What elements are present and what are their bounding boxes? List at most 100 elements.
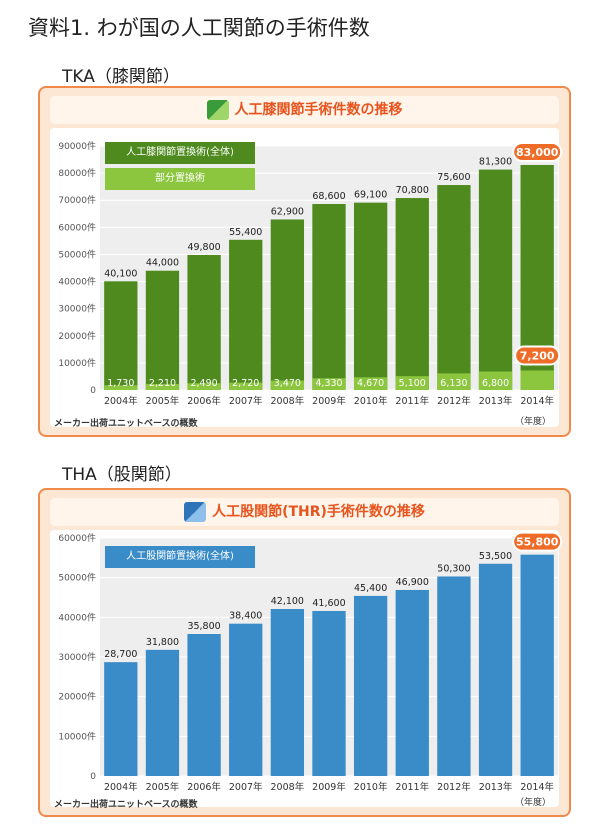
tka-bar-total [229,239,263,390]
tha-bar-total [312,610,346,776]
page-title: 資料1. わが国の人工関節の手術件数 [28,16,370,40]
tka-data-label-total: 69,100 [354,190,387,201]
tha-bar-total [104,662,138,776]
tka-bar-total [187,254,221,390]
tha-unit-note: （年度） [514,798,551,808]
tka-y-tick-label: 30000件 [58,303,96,315]
tka-bar-partial [229,382,263,390]
tka-data-label-partial: 5,100 [399,378,426,389]
tka-highlight-badge-partial [514,345,561,366]
tka-chart-svg: 0 10000件 20000件 30000件 40000件 50000件 60000件 700… [58,140,563,407]
tka-bar-total [104,281,138,390]
tha-bar-total [187,633,221,776]
tka-bar-partial [437,373,471,390]
tka-x-tick-label: 2006年 [187,395,221,407]
tha-data-label-total: 41,600 [312,598,345,609]
tha-data-label-total: 28,700 [104,649,137,660]
tha-bar-total [353,595,388,776]
tka-data-label-partial: 1,730 [107,378,134,389]
tha-data-label-total: 31,800 [146,637,179,648]
tka-legend-partial: 部分置換術 [105,168,255,190]
tka-chart-panel: 人工膝関節手術件数の推移 0 10000件 20000件 30000件 40000件 50… [38,86,571,437]
tka-data-label-partial: 6,130 [440,378,467,389]
tka-y-tick-label: 70000件 [58,194,96,206]
tka-x-tick-label: 2004年 [104,395,138,407]
tka-x-tick-label: 2011年 [395,395,429,407]
tha-chart-title: 人工股関節(THR)手術件数の推移 [50,498,559,526]
tka-bar-total [395,198,429,390]
tha-x-tick-label: 2012年 [437,781,471,793]
tha-y-tick-label: 0 [90,772,96,782]
tka-unit-note: （年度） [514,417,551,427]
tha-y-tick-label: 10000件 [58,730,96,742]
tka-highlight-badge [512,141,563,162]
tka-data-label-total: 83,000 [516,146,559,159]
hip-logo-icon [184,502,207,522]
tka-data-label-partial: 2,210 [149,378,176,389]
tka-data-label-partial: 3,470 [274,378,301,389]
tka-bar-total [270,219,305,390]
tka-bar-partial [353,377,388,390]
tha-data-label-total: 55,800 [516,536,559,549]
tha-bar-total [229,623,263,776]
tka-plot-area-wrapper: 0 10000件 20000件 30000件 40000件 50000件 60000件 700… [50,128,563,429]
tka-bar-partial [520,370,554,390]
tha-x-tick-label: 2014年 [520,781,554,793]
tha-data-label-total: 35,800 [187,621,220,632]
tka-y-tick-label: 0 [90,386,96,396]
tka-bar-total [312,204,346,390]
tka-x-tick-label: 2010年 [354,395,388,407]
tka-bar-total [437,185,471,390]
tha-y-tick-label: 60000件 [58,532,96,544]
tka-bar-partial [187,383,221,390]
tka-data-label-partial: 2,490 [190,378,217,389]
tka-data-label-total: 49,800 [187,242,220,253]
tka-x-tick-label: 2012年 [437,395,471,407]
tha-y-tick-label: 40000件 [58,611,96,623]
tha-y-tick-label: 50000件 [58,572,96,584]
tha-x-tick-label: 2005年 [146,781,180,793]
tha-data-label-total: 38,400 [229,611,262,622]
tka-x-tick-label: 2005年 [146,395,180,407]
tha-y-tick-label: 20000件 [58,691,96,703]
tha-x-tick-label: 2004年 [104,781,138,793]
tha-x-tick-label: 2010年 [354,781,388,793]
tka-chart-title: 人工膝関節手術件数の推移 [50,96,559,124]
tha-highlight-badge [512,531,563,552]
tka-bar-partial [104,385,138,390]
tka-y-tick-label: 60000件 [58,221,96,233]
tha-bar-total [478,563,513,776]
tka-data-label-total: 40,100 [104,268,137,279]
tka-data-label-partial: 4,670 [357,378,384,389]
tha-bar-total [437,576,471,776]
tka-bar-total [145,270,180,390]
tka-data-label-total: 55,400 [229,227,262,238]
tha-data-label-total: 45,400 [354,583,387,594]
tka-x-tick-label: 2009年 [312,395,346,407]
tha-x-tick-label: 2008年 [271,781,305,793]
tka-data-label-total: 81,300 [479,157,512,168]
tka-data-label-total: 70,800 [396,185,429,196]
tka-data-label-total: 68,600 [312,191,345,202]
knee-logo-icon [206,100,229,120]
tha-bar-total [520,554,554,776]
tha-bar-total [395,589,429,776]
tha-data-label-total: 42,100 [271,596,304,607]
tka-data-label-total: 75,600 [437,172,470,183]
tka-y-tick-label: 90000件 [58,140,96,152]
tka-x-tick-label: 2014年 [520,395,554,407]
tha-bar-total [145,649,180,776]
tha-footnote: メーカー出荷ユニットベースの概数 [54,800,198,810]
tha-data-label-total: 46,900 [396,577,429,588]
tha-data-label-total: 53,500 [479,551,512,562]
tha-section-title: THA（股関節） [62,465,182,485]
tka-y-tick-label: 10000件 [58,357,96,369]
tha-bar-total [270,609,305,776]
tka-y-tick-label: 40000件 [58,276,96,288]
tka-footnote: メーカー出荷ユニットベースの概数 [54,419,198,429]
tka-data-label-partial: 6,800 [482,378,509,389]
tka-legend-total: 人工膝関節置換術(全体) [105,142,255,164]
tka-section-title: TKA（膝関節） [62,67,180,87]
tka-y-tick-label: 80000件 [58,167,96,179]
tka-data-label-total: 44,000 [146,258,179,269]
